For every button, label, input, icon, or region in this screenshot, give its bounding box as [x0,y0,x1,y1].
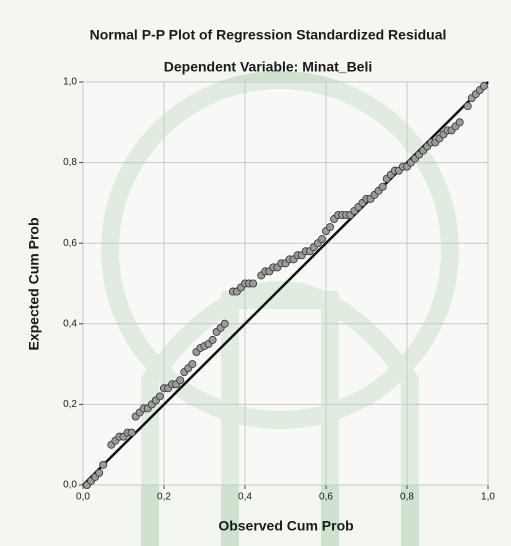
point [155,392,164,401]
x-tick-label: 1,0 [481,492,495,503]
point [479,82,488,91]
x-tick-label: 0,8 [400,492,414,503]
point [249,279,258,288]
point [176,376,185,385]
x-tick-label: 0,0 [76,492,90,503]
point [463,102,472,111]
chart-title: Normal P-P Plot of Regression Standardiz… [90,27,447,43]
y-tick-label: 0,8 [63,157,77,168]
point [220,319,229,328]
x-tick-label: 0,4 [238,492,252,503]
x-axis-label: Observed Cum Prob [218,518,353,534]
point [95,468,104,477]
point [326,223,335,232]
point [127,428,136,437]
point [99,460,108,469]
y-tick-label: 1,0 [63,77,77,88]
y-tick-label: 0,6 [63,238,77,249]
point [455,118,464,127]
y-tick-label: 0,2 [63,399,77,410]
y-tick-label: 0,4 [63,318,77,329]
chart-subtitle: Dependent Variable: Minat_Beli [164,59,373,75]
y-tick-label: 0,0 [63,480,77,491]
point [317,235,326,244]
point [188,360,197,369]
point [208,335,217,344]
point [378,182,387,191]
x-tick-label: 0,2 [157,492,171,503]
x-tick-label: 0,6 [319,492,333,503]
y-axis-label: Expected Cum Prob [26,217,42,350]
